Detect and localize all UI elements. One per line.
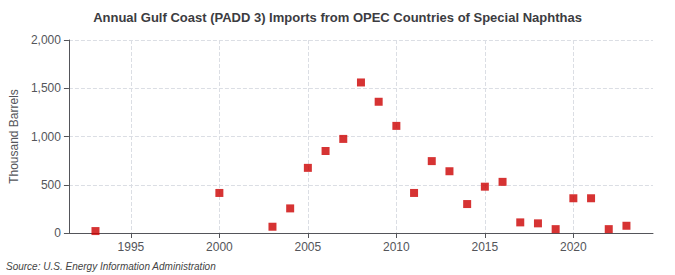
svg-text:2015: 2015 [472, 240, 499, 254]
svg-text:Source: U.S. Energy Informatio: Source: U.S. Energy Information Administ… [6, 261, 216, 272]
svg-text:Annual Gulf Coast (PADD 3) Imp: Annual Gulf Coast (PADD 3) Imports from … [93, 10, 582, 25]
svg-text:Thousand Barrels: Thousand Barrels [7, 89, 21, 184]
svg-text:0: 0 [54, 226, 61, 240]
svg-text:2005: 2005 [295, 240, 322, 254]
svg-text:2010: 2010 [383, 240, 410, 254]
svg-text:1,500: 1,500 [31, 81, 61, 95]
svg-text:1995: 1995 [118, 240, 145, 254]
svg-text:2,000: 2,000 [31, 33, 61, 47]
svg-text:2020: 2020 [560, 240, 587, 254]
svg-text:1,000: 1,000 [31, 130, 61, 144]
svg-text:500: 500 [41, 178, 61, 192]
svg-text:2000: 2000 [206, 240, 233, 254]
